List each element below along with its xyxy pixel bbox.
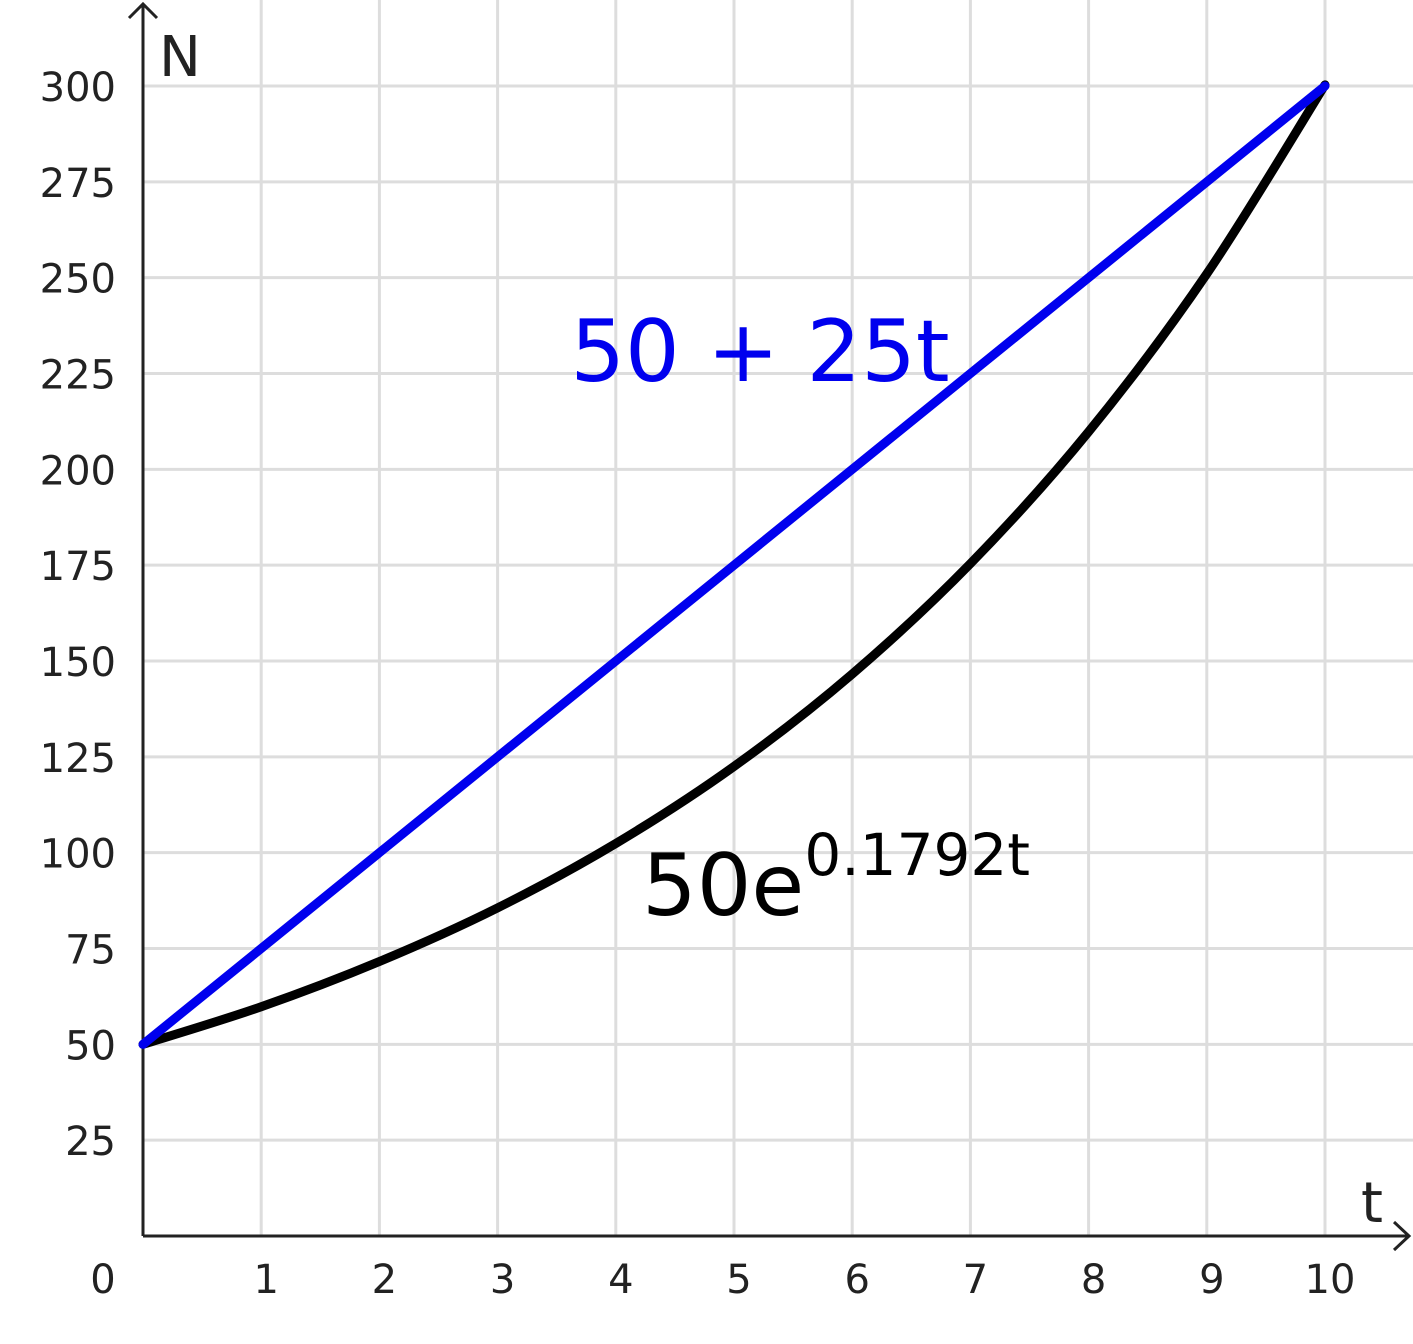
- series-line-linear: [138, 81, 1330, 1049]
- exp-series-label: 50e0.1792t: [642, 821, 1030, 936]
- exp-series-label-base: 50e: [642, 836, 804, 936]
- x-tick-label: 5: [726, 1257, 751, 1303]
- x-tick-label: 7: [963, 1257, 988, 1303]
- x-tick-label: 10: [1305, 1257, 1356, 1303]
- y-tick-label: 75: [65, 928, 116, 974]
- y-tick-label: 150: [40, 640, 116, 686]
- x-axis-arrow-icon: [1392, 1220, 1412, 1252]
- y-tick-label: 250: [40, 257, 116, 303]
- x-tick-label: 4: [608, 1257, 633, 1303]
- x-tick-label: 3: [490, 1257, 515, 1303]
- x-axis-label: t: [1361, 1171, 1383, 1236]
- x-tick-label: 1: [253, 1257, 278, 1303]
- x-tick-label: 2: [372, 1257, 397, 1303]
- y-axis-label: N: [159, 25, 201, 90]
- y-tick-label: 300: [40, 65, 116, 111]
- axes: [127, 1, 1412, 1252]
- x-tick-labels: 0 1 2 3 4 5 6 7 8 9 10: [90, 1257, 1355, 1303]
- y-tick-label: 100: [40, 832, 116, 878]
- y-tick-labels: 25 50 75 100 125 150 175 200 225 250 275 300: [40, 65, 116, 1165]
- y-tick-label: 125: [40, 736, 116, 782]
- x-tick-label: 8: [1081, 1257, 1106, 1303]
- y-tick-label: 225: [40, 353, 116, 399]
- linear-series-label: 50 + 25t: [570, 302, 949, 402]
- x-tick-label: 6: [844, 1257, 869, 1303]
- y-tick-label: 275: [40, 161, 116, 207]
- grid: [143, 0, 1413, 1236]
- exp-series-label-power: 0.1792t: [804, 821, 1030, 889]
- x-tick-label: 9: [1199, 1257, 1224, 1303]
- y-tick-label: 25: [65, 1119, 116, 1165]
- y-tick-label: 175: [40, 544, 116, 590]
- series-group: [138, 80, 1330, 1049]
- x-tick-label: 0: [90, 1257, 115, 1303]
- y-tick-label: 200: [40, 448, 116, 494]
- y-axis-arrow-icon: [127, 1, 159, 20]
- y-tick-label: 50: [65, 1023, 116, 1069]
- series-line-exponential: [138, 80, 1330, 1049]
